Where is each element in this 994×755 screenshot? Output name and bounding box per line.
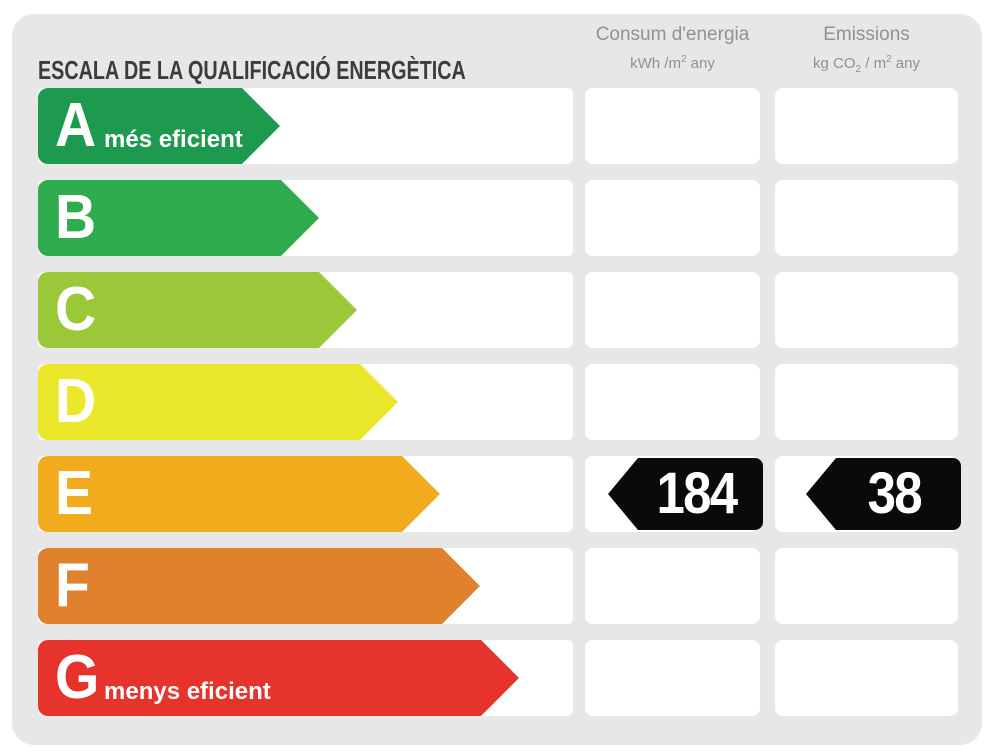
emissions-cell xyxy=(775,364,958,440)
scale-row-B: B xyxy=(0,180,994,256)
emissions-column-unit: kg CO2 / m2 any xyxy=(775,51,958,79)
scale-row-F: F xyxy=(0,548,994,624)
grade-letter: F xyxy=(55,551,90,620)
emissions-cell xyxy=(775,640,958,716)
emissions-value-arrow-text: 38 xyxy=(867,461,923,526)
scale-row-D: D xyxy=(0,364,994,440)
consum-column-label: Consum d'energia xyxy=(595,24,750,45)
scale-row-G: G menys eficient xyxy=(0,640,994,716)
consum-unit-text: kWh /m xyxy=(630,55,681,72)
consum-unit-post: any xyxy=(686,55,715,72)
grade-note: menys eficient xyxy=(104,678,271,705)
grade-letter: C xyxy=(55,275,97,344)
emissions-cell xyxy=(775,180,958,256)
consum-unit-sup: 2 xyxy=(680,54,687,65)
emissions-cell xyxy=(775,88,958,164)
consum-value-arrow: 184 xyxy=(608,458,763,530)
consum-cell xyxy=(585,180,760,256)
consum-cell xyxy=(585,272,760,348)
consum-cell xyxy=(585,548,760,624)
grade-arrow-D: D xyxy=(38,364,398,440)
page-title: ESCALA DE LA QUALIFICACIÓ ENERGÈTICA xyxy=(38,55,466,86)
consum-cell xyxy=(585,640,760,716)
scale-row-E: 184 38 E xyxy=(0,456,994,532)
grade-letter: B xyxy=(55,183,97,252)
consum-cell xyxy=(585,364,760,440)
scale-row-A: A més eficient xyxy=(0,88,994,164)
emissions-cell xyxy=(775,548,958,624)
consum-value-arrow-text: 184 xyxy=(656,461,739,526)
emissions-cell xyxy=(775,272,958,348)
column-header-emissions: Emissions kg CO2 / m2 any xyxy=(775,24,958,79)
scale-row-C: C xyxy=(0,272,994,348)
consum-column-unit: kWh /m2 any xyxy=(585,51,760,73)
grade-note: més eficient xyxy=(104,126,243,153)
emissions-unit-sup: 2 xyxy=(886,54,892,65)
grade-letter: E xyxy=(55,459,94,528)
emissions-unit-sub: 2 xyxy=(855,64,862,75)
emissions-column-label: Emissions xyxy=(823,24,910,45)
emissions-cell: 38 xyxy=(775,456,961,532)
grade-arrow-G: G menys eficient xyxy=(38,640,519,716)
grade-arrow-A: A més eficient xyxy=(38,88,280,164)
emissions-unit-post: any xyxy=(891,55,920,72)
column-header-consum: Consum d'energia kWh /m2 any xyxy=(585,24,760,73)
grade-letter: D xyxy=(55,367,97,436)
grade-arrow-C: C xyxy=(38,272,357,348)
grade-letter: A xyxy=(55,91,97,160)
emissions-unit-text: kg CO xyxy=(813,55,856,72)
grade-letter: G xyxy=(55,643,100,712)
grade-arrow-F: F xyxy=(38,548,480,624)
emissions-value-arrow: 38 xyxy=(806,458,961,530)
consum-cell xyxy=(585,88,760,164)
emissions-unit-mid: / m xyxy=(861,55,887,72)
consum-cell: 184 xyxy=(585,456,763,532)
grade-arrow-E: E xyxy=(38,456,440,532)
grade-arrow-B: B xyxy=(38,180,319,256)
